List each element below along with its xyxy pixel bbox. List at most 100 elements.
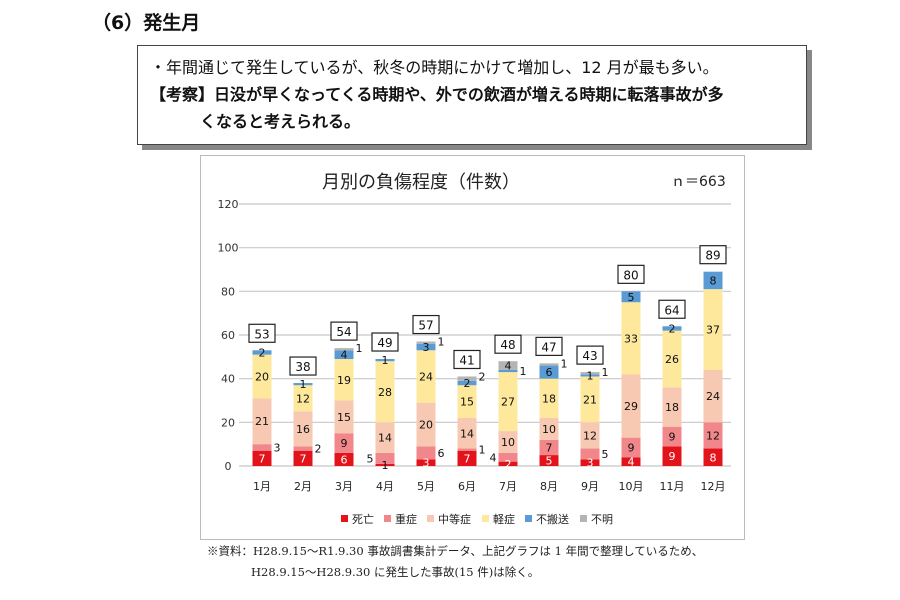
total-box [535,336,563,356]
bar-segment [416,341,436,344]
x-tick-label: 5月 [417,480,435,493]
data-label: 9 [628,441,635,454]
data-label: 28 [378,386,392,399]
bar-segment [703,448,723,466]
total-box [289,356,317,376]
data-label: 12 [296,392,310,405]
legend-label: 不明 [591,513,613,526]
total-label: 49 [377,336,392,350]
total-label: 47 [541,340,556,354]
bar-segment [293,383,313,386]
data-label: 3 [423,457,430,470]
legend-label: 不搬送 [536,512,569,526]
data-label: 24 [419,370,433,383]
bar-segment [662,330,682,388]
data-label: 3 [423,341,430,354]
data-label: 3 [587,457,594,470]
note-line: ・年間通じて発生しているが、秋冬の時期にかけて増加し、12 月が最も多い。 [150,58,719,77]
bar-segment [498,369,518,373]
data-label: 18 [665,401,679,414]
bar-segment [252,398,272,445]
summary-note-box: ・年間通じて発生しているが、秋冬の時期にかけて増加し、12 月が最も多い。 【考… [137,45,807,145]
x-tick-label: 11月 [660,480,685,493]
x-tick-label: 3月 [335,480,353,493]
bar-segment [539,365,559,379]
data-label: 7 [546,441,553,454]
data-label: 1 [602,366,609,379]
bar-segment [457,450,477,466]
bar-segment [621,291,641,303]
bar-segment [621,374,641,438]
data-label: 12 [706,429,720,442]
bar-segment [580,376,600,423]
data-label: 1 [520,365,527,378]
bar-segment [252,444,272,451]
bar-segment [416,446,436,460]
data-label: 9 [669,450,676,463]
data-label: 19 [337,374,351,387]
data-label: 2 [505,458,512,471]
x-tick-label: 4月 [376,480,394,493]
bar-segment [580,374,600,377]
data-label: 4 [341,349,348,362]
data-label: 2 [669,322,676,335]
bar-segment [375,452,395,464]
bar-segment [621,437,641,458]
data-label: 1 [300,378,307,391]
data-label: 15 [460,396,474,409]
total-label: 57 [418,319,433,333]
data-label: 7 [259,452,266,465]
bar-segment [457,385,477,418]
x-tick-label: 12月 [701,480,726,493]
x-tick-label: 6月 [458,480,476,493]
x-tick-label: 2月 [294,480,312,493]
sample-size: ｎ＝663 [671,174,726,190]
bar-segment [621,457,641,466]
legend-swatch [525,515,532,522]
data-label: 3 [274,441,281,454]
bar-segment [580,448,600,460]
data-label: 24 [706,390,720,403]
data-label: 26 [665,353,679,366]
total-label: 38 [295,360,310,374]
bar-segment [416,343,436,351]
total-label: 43 [582,349,597,363]
total-box [453,349,481,370]
data-label: 21 [255,415,269,428]
total-box [248,323,276,343]
data-label: 14 [460,427,474,440]
x-tick-label: 8月 [540,480,558,493]
data-label: 4 [505,360,512,373]
data-label: 27 [501,396,515,409]
x-tick-label: 1月 [253,480,271,493]
total-box [576,345,604,365]
bar-segment [703,369,723,423]
footnote-line: H28.9.15～H28.9.30 に発生した事故(15 件)は除く。 [251,565,540,579]
bar-segment [334,433,354,453]
data-label: 1 [356,342,363,355]
bar-segment [621,302,641,375]
bar-segment [662,426,682,447]
bar-segment [539,417,559,440]
bar-segment [252,450,272,466]
bar-segment [293,450,313,466]
total-box [412,314,440,335]
data-label: 37 [706,324,720,337]
x-tick-label: 7月 [499,480,517,493]
total-box [699,245,727,265]
bar-segment [539,363,559,366]
data-label: 16 [296,423,310,436]
data-label: 10 [501,436,515,449]
data-label: 1 [561,357,568,370]
data-label: 8 [710,274,717,287]
data-label: 4 [490,451,497,464]
y-tick-label: 20 [221,416,235,429]
data-label: 9 [669,431,676,444]
x-tick-label: 9月 [581,480,599,493]
y-tick-label: 80 [221,285,235,298]
bar-segment [375,361,395,423]
bar-segment [416,402,436,447]
data-label: 15 [337,411,351,424]
data-label: 7 [464,452,471,465]
bar-segment [662,326,682,331]
